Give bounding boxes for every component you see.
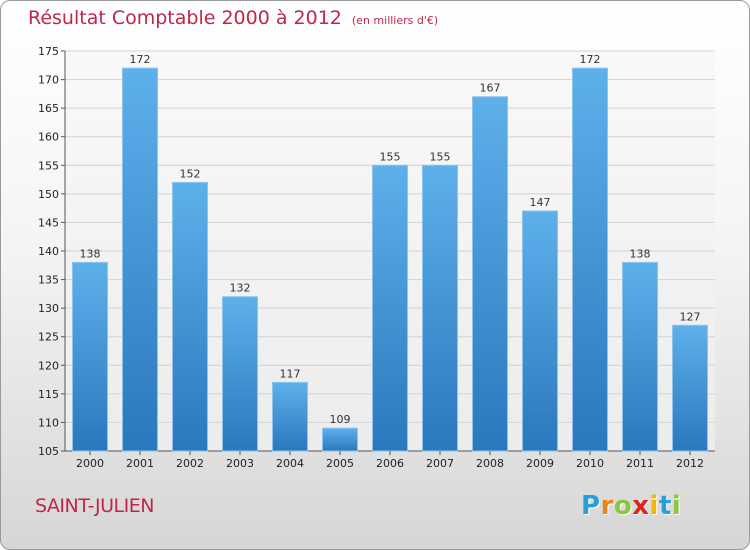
y-tick-label: 170: [38, 74, 59, 87]
logo-letter: i: [671, 491, 682, 521]
value-label-2009: 147: [530, 196, 551, 209]
chart-title: Résultat Comptable 2000 à 2012 (en millie…: [28, 7, 438, 29]
chart-title-text: Résultat Comptable 2000 à 2012: [28, 7, 342, 29]
x-tick-label-2010: 2010: [576, 457, 604, 470]
city-name: SAINT-JULIEN: [35, 495, 154, 517]
value-label-2004: 117: [280, 367, 301, 380]
bar-2007: [422, 164, 458, 452]
x-tick-label-2009: 2009: [526, 457, 554, 470]
logo-letter: r: [600, 491, 614, 521]
bar-2003: [222, 296, 258, 452]
value-label-2012: 127: [680, 310, 701, 323]
y-tick-label: 175: [38, 45, 59, 58]
logo-letter: P: [581, 491, 601, 521]
value-label-2010: 172: [580, 53, 601, 66]
bar-2001: [122, 67, 158, 452]
bar-2002: [172, 181, 208, 452]
x-tick-label-2006: 2006: [376, 457, 404, 470]
value-label-2005: 109: [330, 413, 351, 426]
bar-2008: [472, 96, 508, 452]
value-label-2001: 172: [130, 53, 151, 66]
logo-letter: x: [632, 491, 650, 521]
value-label-2007: 155: [430, 150, 451, 163]
y-tick-label: 105: [38, 445, 59, 458]
logo-letter: i: [649, 491, 659, 521]
bar-2010: [572, 67, 608, 452]
x-tick-label-2007: 2007: [426, 457, 454, 470]
value-label-2002: 152: [180, 167, 201, 180]
value-label-2003: 132: [230, 282, 251, 295]
x-tick-label-2002: 2002: [176, 457, 204, 470]
y-tick-label: 120: [38, 359, 59, 372]
bar-2006: [372, 164, 408, 452]
bar-2000: [72, 261, 108, 452]
y-tick-label: 155: [38, 159, 59, 172]
x-tick-label-2001: 2001: [126, 457, 154, 470]
y-tick-label: 130: [38, 302, 59, 315]
y-tick-label: 145: [38, 216, 59, 229]
y-tick-label: 125: [38, 331, 59, 344]
bar-2009: [522, 210, 558, 452]
x-tick-label-2000: 2000: [76, 457, 104, 470]
value-label-2000: 138: [80, 247, 101, 260]
value-label-2008: 167: [480, 82, 501, 95]
logo-letter: o: [613, 491, 633, 521]
y-tick-label: 150: [38, 188, 59, 201]
x-tick-label-2008: 2008: [476, 457, 504, 470]
value-label-2011: 138: [630, 247, 651, 260]
bar-2005: [322, 427, 358, 452]
y-tick-label: 165: [38, 102, 59, 115]
proxiti-logo: Proxiti: [581, 491, 681, 521]
x-tick-label-2011: 2011: [626, 457, 654, 470]
y-tick-label: 140: [38, 245, 59, 258]
value-label-2006: 155: [380, 150, 401, 163]
x-tick-label-2004: 2004: [276, 457, 304, 470]
bar-2011: [622, 261, 658, 452]
y-tick-label: 135: [38, 274, 59, 287]
bar-2012: [672, 324, 708, 452]
logo-letter: t: [658, 491, 672, 521]
y-tick-label: 160: [38, 131, 59, 144]
bar-2004: [272, 381, 308, 452]
y-tick-label: 115: [38, 388, 59, 401]
chart-unit: (en milliers d'€): [351, 14, 439, 27]
x-tick-label-2003: 2003: [226, 457, 254, 470]
x-tick-label-2012: 2012: [676, 457, 704, 470]
y-tick-label: 110: [38, 416, 59, 429]
x-tick-label-2005: 2005: [326, 457, 354, 470]
